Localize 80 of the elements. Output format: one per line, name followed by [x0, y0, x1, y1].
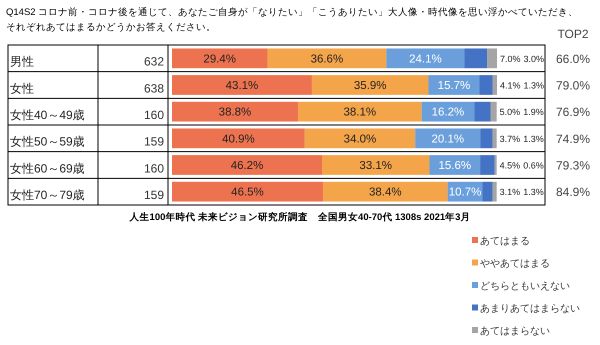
- data-label: 0.6%: [523, 160, 544, 170]
- data-label: 46.2%: [230, 160, 264, 172]
- data-label: 4.1%: [500, 80, 521, 90]
- bar: [267, 48, 386, 68]
- data-label: 20.1%: [432, 133, 464, 146]
- bar: [480, 155, 495, 175]
- legend-label: どちらともいえない: [480, 281, 570, 292]
- data-label: 16.2%: [432, 106, 464, 119]
- data-label: 15.6%: [438, 160, 472, 172]
- legend-label: あてはまらない: [480, 326, 550, 337]
- bar: [492, 75, 497, 95]
- bar: [172, 155, 322, 175]
- text: 79.0%: [556, 78, 590, 92]
- data-label: 1.9%: [523, 107, 544, 118]
- y-tick-label: 女性50～59歳: [10, 134, 85, 149]
- data-label: 24.1%: [409, 53, 442, 66]
- bar: [172, 75, 312, 95]
- data-label: 38.8%: [218, 106, 252, 119]
- bar: [490, 102, 497, 122]
- text: 人生100年時代 未来ビジョン研究所調査 全国男女40-70代 1308s 2021年3月: [128, 211, 470, 223]
- data-label: 43.1%: [226, 80, 258, 92]
- text: 632: [144, 54, 164, 69]
- text: 66.0%: [556, 52, 590, 66]
- data-label: 1.3%: [523, 134, 544, 144]
- data-label: 29.4%: [203, 53, 236, 66]
- y-tick-label: 女性40～49歳: [10, 108, 85, 122]
- bar: [428, 75, 480, 95]
- data-label: 36.6%: [310, 53, 344, 66]
- text: 159: [144, 134, 164, 149]
- legend-label: ややあてはまる: [480, 258, 550, 270]
- bar: [322, 182, 448, 202]
- legend-label: あまりあてはまらない: [480, 304, 580, 314]
- data-label: 46.5%: [231, 186, 264, 199]
- text: 160: [144, 161, 164, 176]
- bar: [474, 102, 491, 122]
- data-label: 3.1%: [500, 187, 520, 198]
- y-tick-label: 女性: [10, 81, 34, 96]
- bar: [172, 182, 323, 202]
- bar: [386, 48, 465, 68]
- data-label: 1.3%: [524, 80, 544, 90]
- data-label: 33.1%: [359, 160, 392, 172]
- bar: [492, 182, 497, 202]
- bar: [304, 128, 416, 148]
- y-tick-label: 女性60～69歳: [10, 161, 85, 176]
- data-label: 34.0%: [344, 133, 376, 146]
- bar: [480, 128, 492, 148]
- text: 76.9%: [556, 105, 590, 120]
- data-label: 3.7%: [500, 134, 520, 144]
- text: 84.9%: [556, 185, 590, 200]
- text: 638: [144, 81, 164, 96]
- bar: [312, 75, 428, 95]
- bar: [464, 48, 488, 68]
- bar: [479, 75, 493, 95]
- data-label: 5.0%: [500, 107, 520, 118]
- text: 74.9%: [556, 132, 590, 146]
- bar: [415, 128, 480, 148]
- text: 159: [144, 188, 164, 202]
- data-label: 15.7%: [438, 80, 470, 92]
- bar: [492, 128, 497, 148]
- bar: [482, 182, 492, 202]
- legend-label: あてはまる: [480, 236, 530, 247]
- text: 160: [144, 108, 164, 122]
- bar: [487, 48, 497, 68]
- y-tick-label: 女性70～79歳: [10, 188, 85, 202]
- data-label: 38.1%: [344, 106, 376, 119]
- data-label: 10.7%: [448, 186, 482, 199]
- data-label: 7.0%: [500, 54, 521, 64]
- text: 79.3%: [556, 158, 590, 172]
- bar: [172, 102, 298, 122]
- bar: [172, 128, 305, 148]
- data-label: 3.0%: [524, 54, 544, 64]
- data-label: 40.9%: [222, 133, 255, 146]
- data-label: 1.3%: [523, 187, 544, 198]
- bar: [298, 102, 422, 122]
- bar: [172, 48, 268, 68]
- bar: [322, 155, 430, 175]
- y-tick-label: 男性: [10, 54, 34, 69]
- data-label: 35.9%: [354, 80, 387, 92]
- data-label: 38.4%: [369, 186, 402, 199]
- data-label: 4.5%: [500, 160, 520, 170]
